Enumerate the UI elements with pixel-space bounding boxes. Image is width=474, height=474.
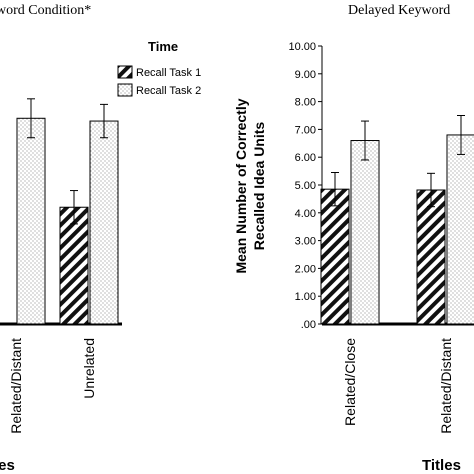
right-y-tick-label: 2.00 <box>295 263 316 275</box>
right-y-tick-label: 1.00 <box>295 291 316 303</box>
legend-label-recall-task-1: Recall Task 1 <box>136 67 201 79</box>
right-panel: Delayed Keyword Mean Number of Correctly… <box>233 3 474 474</box>
right-bar-2 <box>350 140 380 325</box>
right-y-tick-label: 9.00 <box>295 69 316 81</box>
left-bar-1 <box>59 206 89 325</box>
left-x-axis-label: les <box>0 457 15 474</box>
right-y-tick-label: 10.00 <box>288 41 316 53</box>
right-category-label: Related/Distant <box>438 338 454 434</box>
left-bar-2 <box>89 120 119 325</box>
legend-title: Time <box>148 39 178 54</box>
left-plot-area: Related/Distant Unrelated <box>0 98 122 434</box>
legend-label-recall-task-2: Recall Task 2 <box>136 85 201 97</box>
right-x-axis-label: Titles <box>422 457 461 474</box>
right-y-tick-label: .00 <box>301 319 316 331</box>
right-panel-title: Delayed Keyword <box>348 3 450 18</box>
right-y-tick-label: 3.00 <box>295 236 316 248</box>
left-category-label: Related/Distant <box>8 338 24 434</box>
right-y-axis-label-line-1: Mean Number of Correctly <box>233 98 249 273</box>
right-y-axis-label-line-2: Recalled Idea Units <box>251 122 267 251</box>
right-y-tick-label: 7.00 <box>295 124 316 136</box>
right-bar-2 <box>446 134 474 325</box>
legend: Time Recall Task 1 Recall Task 2 <box>117 39 201 97</box>
legend-swatch-recall-task-1 <box>117 65 133 79</box>
right-y-tick-label: 4.00 <box>295 208 316 220</box>
right-plot-area: .00 1.00 2.00 3.00 4.00 5.00 6.00 7.00 8.00 9.00 1… <box>288 41 474 434</box>
right-bar-1 <box>416 189 446 325</box>
legend-swatch-recall-task-2 <box>117 83 133 97</box>
right-category-label: Related/Close <box>342 338 358 426</box>
left-panel-title: word Condition* <box>0 3 91 18</box>
left-panel: word Condition* les Related/Distant Unrel… <box>0 3 201 474</box>
right-y-tick-label: 5.00 <box>295 180 316 192</box>
right-bar-1 <box>320 188 350 325</box>
right-y-tick-label: 6.00 <box>295 152 316 164</box>
left-bar-2 <box>16 117 46 325</box>
left-category-label: Unrelated <box>81 338 97 399</box>
right-y-tick-label: 8.00 <box>295 97 316 109</box>
